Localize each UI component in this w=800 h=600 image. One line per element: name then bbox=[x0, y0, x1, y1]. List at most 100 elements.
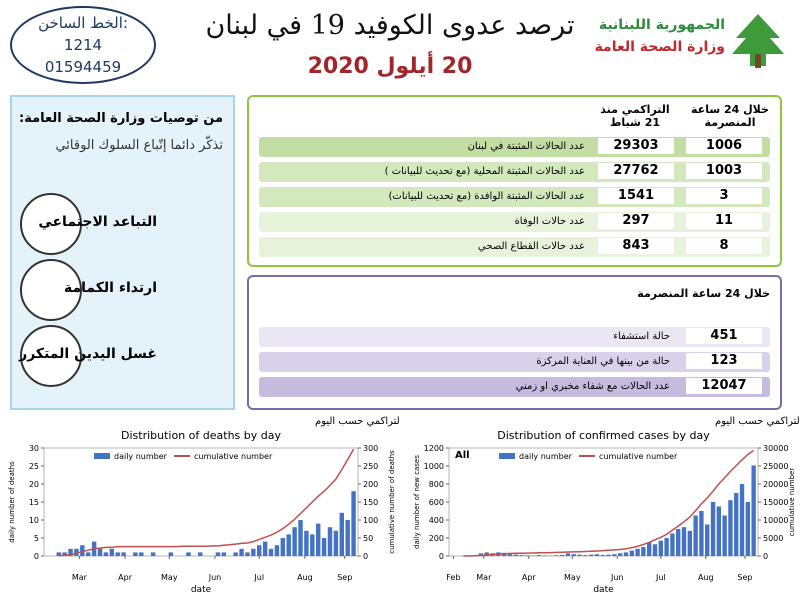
bar bbox=[559, 554, 565, 556]
rec-item: ارتداء الكمامة bbox=[63, 280, 157, 296]
y2-tick-label: 150 bbox=[363, 498, 378, 507]
x-tick-label: Mar bbox=[72, 573, 88, 582]
legend-label: cumulative number bbox=[194, 452, 273, 461]
column-header: خلال 24 ساعة المنصرمة bbox=[691, 103, 769, 129]
bar bbox=[262, 541, 268, 556]
bar bbox=[215, 552, 221, 556]
bar bbox=[351, 491, 356, 556]
x-tick-label: Mar bbox=[476, 573, 492, 582]
cumulative-line bbox=[463, 449, 755, 557]
hotline: الخط الساخن: 1214 01594459 bbox=[10, 6, 156, 84]
y-axis-label: daily number of new cases bbox=[413, 455, 421, 549]
bar bbox=[728, 500, 733, 556]
cumulative-value: 297 bbox=[598, 213, 674, 229]
bar bbox=[327, 527, 333, 556]
row-label: عدد الحالات المثبتة الوافدة (مع تحديث لل… bbox=[388, 191, 586, 202]
y-axis-label: daily number of deaths bbox=[8, 461, 16, 543]
column-header: التراكمي منذ 21 شباط bbox=[600, 103, 670, 129]
cumulative-value: 29303 bbox=[598, 138, 674, 154]
cumulative-value: 843 bbox=[598, 238, 674, 254]
bar bbox=[507, 554, 513, 556]
legend-label: cumulative number bbox=[599, 452, 678, 461]
chart-title-ar: توزيع عدد الحالات الجديدة اليومي والتراك… bbox=[715, 416, 800, 427]
bar bbox=[168, 552, 173, 556]
bar bbox=[56, 552, 61, 556]
row-label: عدد حالات الوفاة bbox=[514, 216, 585, 227]
y2-axis-label: cumulative number of deaths bbox=[388, 450, 396, 554]
cumulative-value: 27762 bbox=[598, 163, 674, 179]
bar bbox=[251, 548, 256, 556]
bar bbox=[623, 552, 629, 556]
y-tick-label: 600 bbox=[429, 498, 444, 507]
bar bbox=[536, 555, 542, 556]
bar bbox=[571, 554, 576, 556]
y-tick-label: 20 bbox=[29, 480, 39, 489]
row-label: عدد الحالات المثبتة المحلية (مع تحديث لل… bbox=[384, 166, 585, 177]
y-tick-label: 400 bbox=[429, 516, 444, 525]
bar bbox=[274, 545, 280, 556]
bar bbox=[710, 502, 716, 556]
bar bbox=[647, 542, 652, 556]
bar bbox=[635, 548, 640, 556]
x-tick-label: Jul bbox=[655, 573, 666, 582]
h24-value: 1006 bbox=[686, 138, 762, 154]
y2-tick-label: 250 bbox=[363, 462, 378, 471]
stats-row: عدد الحالات المثبتة في لبنان 1006 29303 bbox=[259, 137, 770, 157]
y2-tick-label: 20000 bbox=[763, 480, 788, 489]
row-label: حالة من بينها في العناية المركزة bbox=[536, 356, 670, 367]
rec-title: من توصيات وزارة الصحة العامة: bbox=[19, 111, 223, 126]
x-tick-label: May bbox=[161, 573, 178, 582]
chart-title: Distribution of confirmed cases by day bbox=[497, 429, 710, 442]
y-tick-label: 10 bbox=[29, 516, 39, 525]
bar bbox=[233, 552, 238, 556]
bar bbox=[693, 515, 698, 556]
handwash-icon bbox=[20, 325, 82, 387]
bar bbox=[186, 552, 191, 556]
cedar-logo bbox=[732, 14, 784, 68]
rec-subtitle: تذكّر دائما إتّباع السلوك الوقائي bbox=[55, 138, 223, 153]
chart-title: Distribution of deaths by day bbox=[121, 429, 281, 442]
cumulative-line bbox=[58, 448, 355, 557]
bar bbox=[606, 554, 611, 556]
bar bbox=[304, 530, 309, 556]
deaths-chart: توزيع عدد حالات الوفاة اليومي والتراكمي … bbox=[8, 416, 400, 595]
bar bbox=[115, 552, 120, 556]
x-tick-label: Sep bbox=[737, 573, 752, 582]
bar bbox=[745, 502, 751, 556]
bar bbox=[245, 552, 250, 556]
hospital-value: 12047 bbox=[686, 378, 762, 394]
y2-tick-label: 30000 bbox=[763, 444, 788, 453]
legend-swatch bbox=[94, 453, 110, 459]
hotline-number: 1214 bbox=[63, 36, 103, 54]
bar bbox=[641, 547, 646, 556]
bar bbox=[315, 523, 321, 556]
x-tick-label: Apr bbox=[118, 573, 133, 582]
y-tick-label: 1000 bbox=[424, 462, 444, 471]
y-tick-label: 5 bbox=[34, 534, 39, 543]
y2-tick-label: 10000 bbox=[763, 516, 788, 525]
bar bbox=[664, 538, 669, 556]
hotline-label: الخط الساخن: bbox=[38, 14, 128, 32]
y-tick-label: 15 bbox=[29, 498, 39, 507]
y-tick-label: 0 bbox=[439, 552, 444, 561]
stats-row: عدد حالات الوفاة 11 297 bbox=[259, 212, 770, 232]
bar bbox=[588, 554, 594, 556]
bar bbox=[652, 544, 658, 556]
h24-value: 1003 bbox=[686, 163, 762, 179]
bar bbox=[513, 554, 518, 556]
x-tick-label: Jun bbox=[610, 573, 624, 582]
y2-tick-label: 15000 bbox=[763, 498, 788, 507]
h24-value: 8 bbox=[686, 238, 762, 254]
bar bbox=[339, 512, 344, 556]
x-axis-label: date bbox=[191, 585, 212, 595]
x-tick-label: Sep bbox=[337, 573, 352, 582]
bar bbox=[612, 554, 617, 556]
bar bbox=[594, 554, 600, 556]
bar bbox=[699, 511, 704, 556]
date: 20 أيلول 2020 bbox=[307, 54, 473, 79]
y2-tick-label: 300 bbox=[363, 444, 378, 453]
bar bbox=[257, 545, 262, 556]
rec-item: التباعد الاجتماعي bbox=[38, 214, 157, 230]
y2-tick-label: 200 bbox=[363, 480, 378, 489]
bar bbox=[150, 552, 156, 556]
